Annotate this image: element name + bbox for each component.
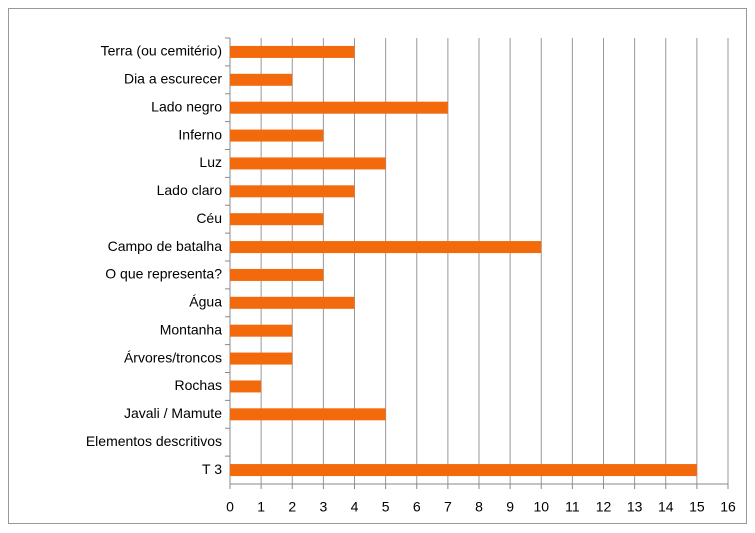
bar	[230, 324, 293, 337]
chart-frame	[8, 8, 747, 524]
bar	[230, 129, 324, 142]
x-tick-label: 15	[689, 499, 705, 515]
bar	[230, 352, 293, 365]
y-tick-label: T 3	[202, 461, 222, 477]
x-tick-label: 14	[658, 499, 674, 515]
y-tick-label: O que representa?	[105, 266, 222, 282]
x-tick-label: 13	[627, 499, 643, 515]
y-tick-label: Montanha	[160, 321, 222, 337]
x-tick-label: 12	[596, 499, 612, 515]
y-tick-label: Árvores/troncos	[124, 349, 222, 365]
x-tick-label: 5	[382, 499, 390, 515]
x-tick-label: 16	[720, 499, 736, 515]
y-tick-label: Luz	[199, 154, 222, 170]
y-tick-label: Céu	[196, 210, 222, 226]
x-tick-label: 11	[565, 499, 580, 515]
x-tick-label: 10	[533, 499, 549, 515]
y-tick-label: Água	[189, 294, 222, 310]
y-tick-label: Javali / Mamute	[124, 405, 222, 421]
y-tick-label: Campo de batalha	[108, 238, 223, 254]
bar	[230, 408, 386, 421]
bar	[230, 268, 324, 281]
bar	[230, 464, 697, 477]
y-tick-label: Lado claro	[157, 182, 223, 198]
x-tick-label: 1	[257, 499, 265, 515]
x-tick-label: 3	[319, 499, 327, 515]
bar	[230, 380, 262, 393]
bar	[230, 73, 293, 86]
bar	[230, 213, 324, 226]
y-tick-label: Terra (ou cemitério)	[101, 43, 222, 59]
x-tick-label: 9	[506, 499, 514, 515]
y-tick-label: Inferno	[178, 126, 222, 142]
x-tick-label: 0	[226, 499, 234, 515]
y-tick-label: Rochas	[175, 377, 222, 393]
bar	[230, 241, 542, 254]
y-tick-label: Elementos descritivos	[86, 433, 222, 449]
bar	[230, 45, 355, 58]
x-tick-label: 4	[351, 499, 359, 515]
bar	[230, 157, 386, 170]
y-tick-label: Dia a escurecer	[124, 71, 222, 87]
y-tick-label: Lado negro	[151, 98, 222, 114]
bar	[230, 185, 355, 198]
x-tick-label: 7	[444, 499, 452, 515]
x-tick-label: 8	[475, 499, 483, 515]
x-tick-label: 2	[288, 499, 296, 515]
bar	[230, 101, 448, 114]
x-tick-label: 6	[413, 499, 421, 515]
bar	[230, 296, 355, 309]
